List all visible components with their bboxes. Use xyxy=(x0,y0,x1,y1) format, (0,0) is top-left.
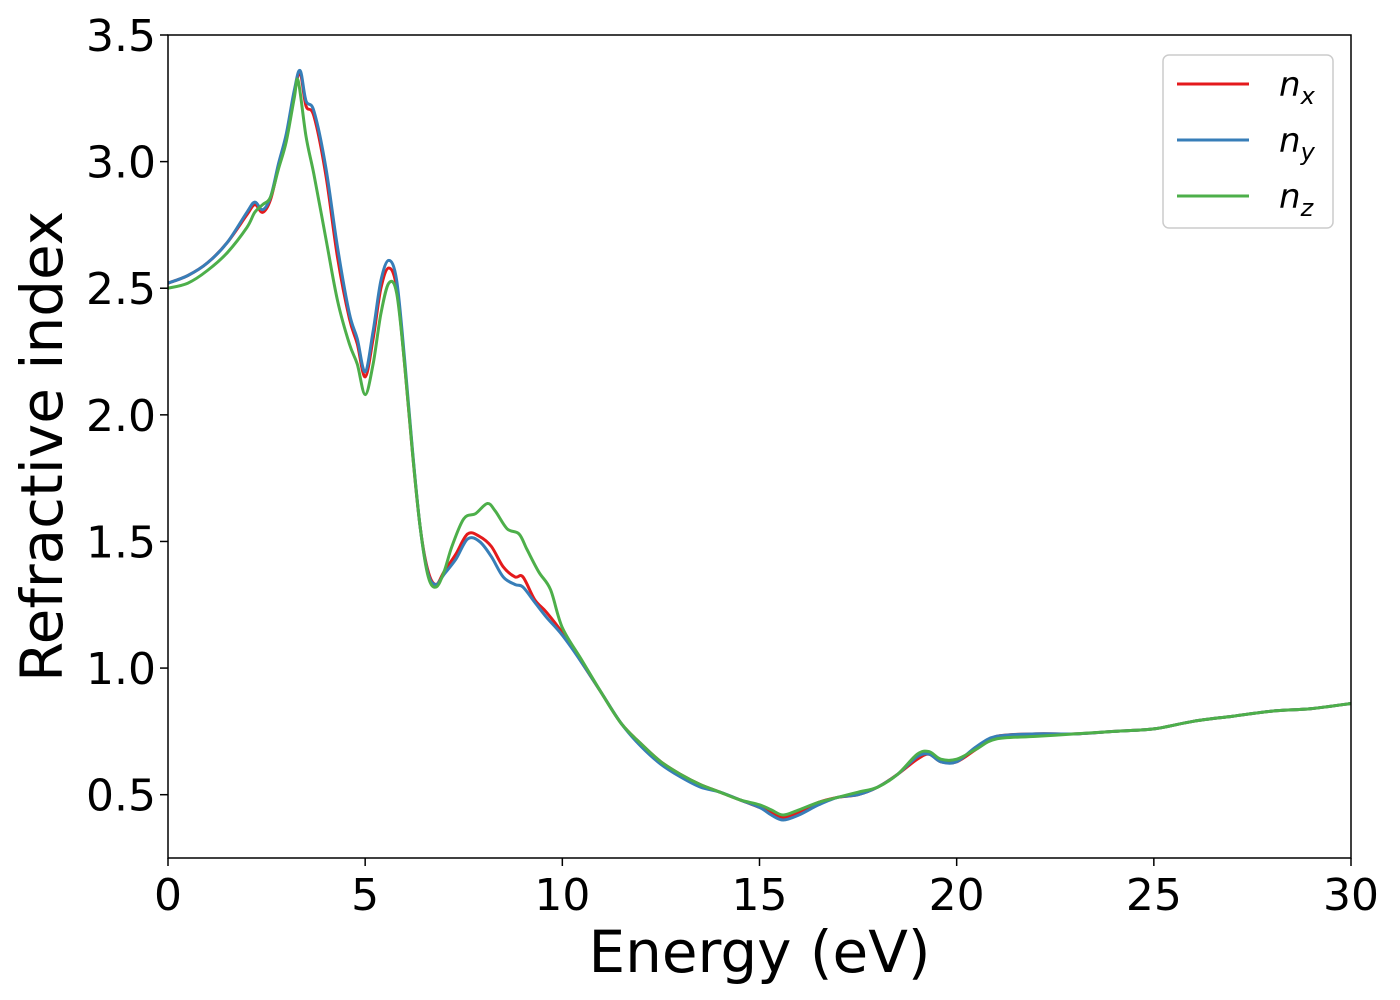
legend-label-base: n xyxy=(1279,121,1301,161)
legend-label-sub: y xyxy=(1300,138,1316,166)
legend-label-base: n xyxy=(1279,65,1301,105)
y-tick-label: 0.5 xyxy=(86,771,156,822)
y-tick-label: 2.5 xyxy=(86,264,156,315)
plot-lines xyxy=(167,68,1352,822)
series-line-n-z xyxy=(167,77,1352,817)
x-axis-ticks: 0 5 10 15 20 25 30 xyxy=(154,858,1379,921)
x-tick-label: 20 xyxy=(929,870,985,921)
y-tick-label: 2.0 xyxy=(86,391,156,442)
y-tick-label: 1.0 xyxy=(86,644,156,695)
y-axis-title: Refractive index xyxy=(8,211,76,682)
x-tick-label: 10 xyxy=(534,870,590,921)
series-line-n-y xyxy=(167,68,1352,822)
legend-label-base: n xyxy=(1279,177,1301,217)
y-tick-label: 3.5 xyxy=(86,11,156,62)
legend-label: nz xyxy=(1279,177,1315,222)
y-tick-label: 1.5 xyxy=(86,517,156,568)
legend-label: ny xyxy=(1279,121,1316,166)
y-axis-ticks: 0.5 1.0 1.5 2.0 2.5 3.0 3.5 xyxy=(86,11,168,822)
x-tick-label: 25 xyxy=(1126,870,1182,921)
x-tick-label: 30 xyxy=(1323,870,1379,921)
y-tick-label: 3.0 xyxy=(86,138,156,189)
x-tick-label: 0 xyxy=(154,870,182,921)
x-axis-title: Energy (eV) xyxy=(588,918,930,986)
legend-label-sub: x xyxy=(1300,82,1316,110)
legend-label-sub: z xyxy=(1300,194,1315,222)
x-tick-label: 15 xyxy=(732,870,788,921)
legend-label: nx xyxy=(1279,65,1316,110)
x-tick-label: 5 xyxy=(351,870,379,921)
